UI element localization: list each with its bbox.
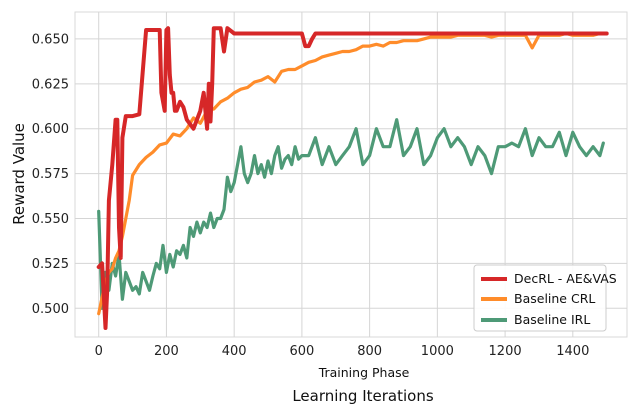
y-tick-label: 0.575 [32,167,69,182]
y-tick-label: 0.550 [32,212,69,227]
y-tick-label: 0.650 [32,32,69,47]
y-tick-label: 0.600 [32,122,69,137]
x-axis-title: Training Phase [318,365,410,380]
series-line-decrl-ae-vas [96,26,609,330]
y-axis-title: Reward Value [10,123,28,225]
x-tick-label: 800 [357,344,382,359]
legend-box [473,264,607,332]
x-tick-label: 600 [289,344,314,359]
legend-label-decrl: DecRL - AE&VAS [514,271,617,286]
x-tick-label: 200 [154,344,179,359]
y-tick-label: 0.625 [32,77,69,92]
x-tick-label: 1400 [556,344,589,359]
x-tick-label: 0 [95,344,103,359]
series-line-baseline-irl [97,118,605,310]
legend-label-crl: Baseline CRL [514,291,595,306]
x-tick-label: 1000 [421,344,454,359]
legend: DecRL - AE&VAS Baseline CRL Baseline IRL [473,264,617,332]
series-layer [96,26,609,330]
y-tick-label: 0.500 [32,302,69,317]
x-axis-secondary-title: Learning Iterations [292,387,434,405]
legend-label-irl: Baseline IRL [514,312,590,327]
x-tick-label: 1200 [489,344,522,359]
x-tick-label: 400 [222,344,247,359]
y-tick-label: 0.525 [32,257,69,272]
tick-layer: 0.500 0.525 0.550 0.575 0.600 0.625 0.650 0 200 4… [32,32,590,359]
